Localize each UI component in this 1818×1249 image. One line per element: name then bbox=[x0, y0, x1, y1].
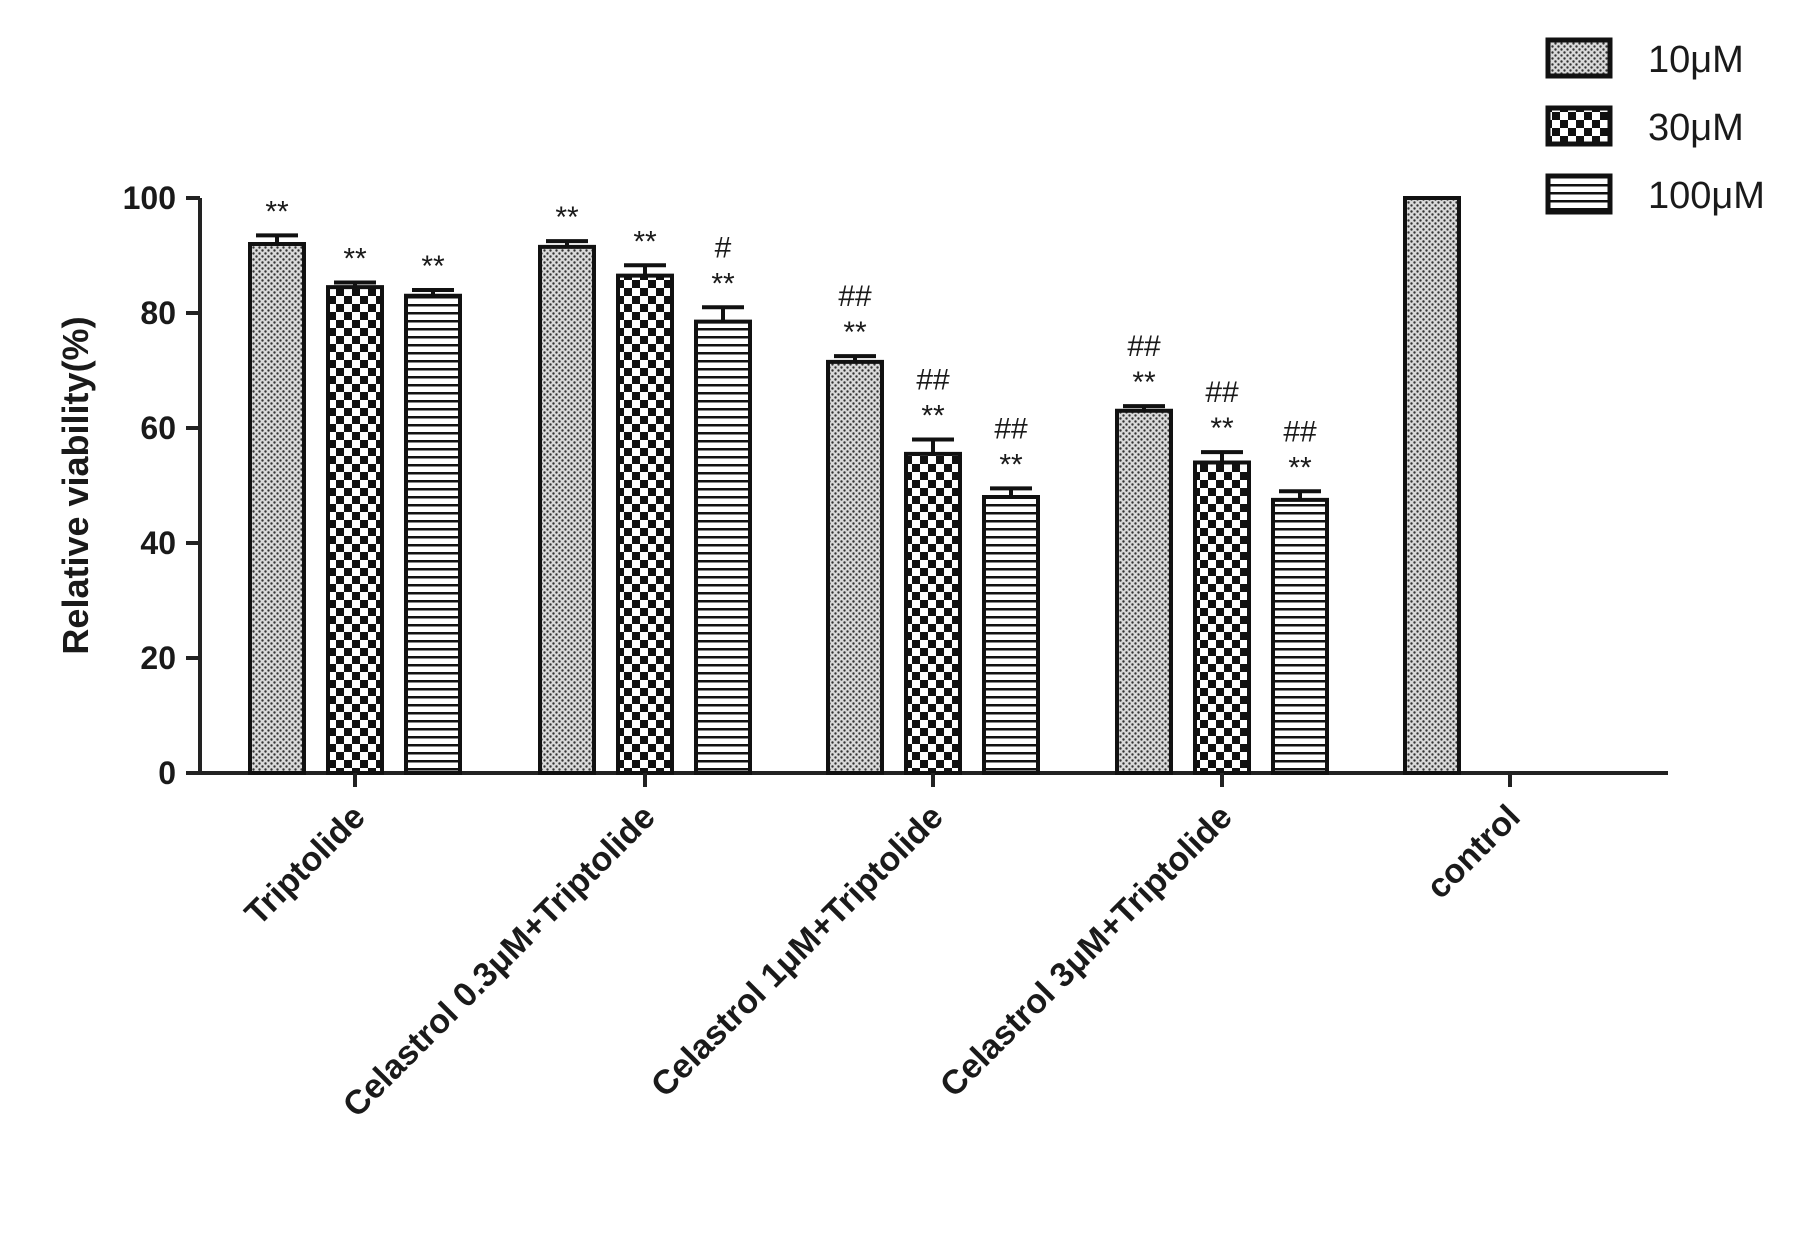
significance-marker: ** bbox=[1132, 366, 1156, 399]
y-axis-title: Relative viability(%) bbox=[55, 316, 96, 654]
significance-marker: ** bbox=[1210, 412, 1234, 445]
bar bbox=[694, 319, 752, 775]
significance-marker: ** bbox=[633, 225, 657, 258]
x-category-label: Celastrol 0.3μM+Triptolide bbox=[336, 798, 663, 1125]
significance-marker: ## bbox=[1127, 330, 1161, 363]
significance-marker: ** bbox=[843, 316, 867, 349]
x-category-label: control bbox=[1419, 798, 1527, 906]
legend: 10μM 30μM 100μM bbox=[1545, 37, 1765, 217]
y-tick-label: 0 bbox=[158, 755, 176, 791]
bar bbox=[904, 451, 962, 775]
bar bbox=[826, 359, 884, 775]
bar bbox=[616, 273, 674, 775]
significance-marker: ** bbox=[921, 400, 945, 433]
legend-label: 100μM bbox=[1648, 175, 1765, 217]
significance-marker: ## bbox=[1205, 376, 1239, 409]
x-category-label: Celastrol 1μM+Triptolide bbox=[644, 798, 951, 1105]
y-tick-label: 60 bbox=[140, 410, 176, 446]
significance-marker: ** bbox=[711, 267, 735, 300]
y-tick-label: 80 bbox=[140, 295, 176, 331]
bar bbox=[538, 244, 596, 775]
significance-marker: ** bbox=[999, 448, 1023, 481]
significance-marker: ** bbox=[555, 201, 579, 234]
bar bbox=[1271, 497, 1329, 775]
significance-marker: ## bbox=[916, 364, 950, 397]
significance-marker: ** bbox=[421, 250, 445, 283]
significance-marker: ## bbox=[994, 412, 1028, 445]
significance-marker: ** bbox=[343, 243, 367, 276]
bars-group bbox=[248, 196, 1461, 775]
x-category-label: Triptolide bbox=[238, 798, 373, 933]
bar bbox=[982, 495, 1040, 775]
bar bbox=[404, 293, 462, 775]
y-tick-label: 100 bbox=[123, 180, 176, 216]
bar bbox=[1193, 460, 1251, 775]
significance-marker: ** bbox=[265, 195, 289, 228]
bar bbox=[1403, 196, 1461, 775]
y-tick-label: 40 bbox=[140, 525, 176, 561]
significance-annotations: **** ****** #** ##**##** ##**##** ##** ##** bbox=[265, 195, 1317, 484]
significance-marker: ## bbox=[838, 280, 872, 313]
significance-marker: ## bbox=[1283, 415, 1317, 448]
bar bbox=[1115, 408, 1173, 775]
legend-label: 10μM bbox=[1648, 39, 1744, 81]
bar bbox=[248, 242, 306, 775]
x-category-label: Celastrol 3μM+Triptolide bbox=[933, 798, 1240, 1105]
significance-marker: ** bbox=[1288, 451, 1312, 484]
error-bars-group bbox=[256, 233, 1321, 500]
significance-marker: # bbox=[715, 231, 732, 264]
y-tick-label: 20 bbox=[140, 640, 176, 676]
legend-swatch bbox=[1545, 173, 1613, 215]
bar bbox=[326, 285, 384, 775]
legend-label: 30μM bbox=[1648, 107, 1744, 149]
legend-swatch bbox=[1545, 105, 1613, 147]
legend-swatch bbox=[1545, 37, 1613, 79]
